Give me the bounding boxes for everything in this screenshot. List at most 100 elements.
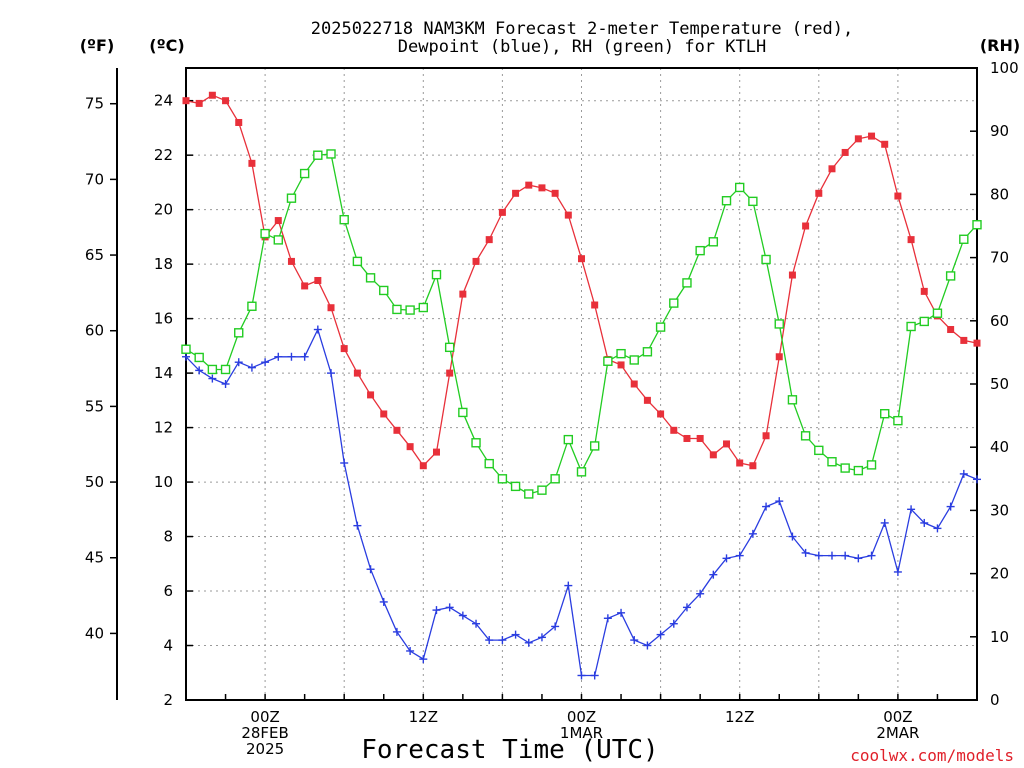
celsius-tick-label: 2 [163,691,173,709]
rh-point [721,196,732,206]
dewpoint-point [603,614,612,623]
celsius-tick-label: 10 [154,473,173,491]
temperature-point [947,326,955,334]
temperature-point [788,271,796,279]
rh-point [471,438,481,448]
dewpoint-point [300,352,309,361]
dewpoint-point [551,622,560,631]
rh-point [352,256,363,267]
fahrenheit-tick-label: 45 [85,549,104,567]
dewpoint-point [735,551,744,560]
tick-labels: 2468101214161820222401020304050607080901… [85,59,1019,758]
rh-point [959,234,969,244]
dewpoint-point [748,529,757,538]
temperature-point [538,184,546,192]
dewpoint-point [973,475,981,484]
temperature-point [815,189,823,197]
grid-lines [186,68,977,700]
dewpoint-point [524,638,533,647]
temperature-point [525,181,533,189]
celsius-tick-label: 8 [163,528,173,546]
rh-point [774,319,784,329]
rh-point [181,344,191,354]
rh-point [405,305,415,315]
rh-tick-label: 20 [990,565,1009,583]
dewpoint-point [709,570,718,579]
rh-point [365,273,376,283]
rh-tick-label: 80 [990,185,1009,203]
dewpoint-point [274,352,283,361]
rh-point [444,342,455,353]
dewpoint-point [458,611,467,620]
dewpoint-point [696,589,705,598]
rh-point [220,364,231,375]
dewpoint-point [498,636,507,645]
rh-tick-label: 100 [990,59,1019,77]
dewpoint-point [867,551,876,560]
fahrenheit-tick-label: 55 [85,397,104,415]
x-tick-label: 00Z [567,708,596,726]
temperature-point [327,304,335,312]
rh-point [800,431,811,441]
temperature-point [314,276,322,284]
dewpoint-point [287,352,296,361]
rh-point [379,285,389,296]
temperature-point [301,282,309,290]
chart-title-line2: Dewpoint (blue), RH (green) for KTLH [398,37,766,57]
dewpoint-point [946,502,955,511]
rh-tick-label: 0 [990,691,1000,709]
rh-point [418,302,428,313]
dewpoint-point [669,619,678,628]
temperature-point [498,208,506,216]
rh-point [299,168,310,179]
dewpoint-point [814,551,823,560]
temperature-point [973,339,981,347]
temperature-point [683,434,691,442]
credit-link[interactable]: coolwx.com/models [850,746,1014,765]
rh-point [524,489,534,499]
temperature-point [907,236,915,244]
temperature-point [670,426,678,434]
rh-point [893,415,903,426]
rh-point [510,481,521,492]
dewpoint-point [854,554,863,563]
temperature-point [775,353,783,361]
rh-point [735,182,745,193]
rh-point [853,465,864,476]
temperature-point [485,236,493,244]
rh-point [589,441,600,451]
temperature-point [472,257,480,265]
rh-point [339,214,349,225]
dewpoint-point [775,497,784,506]
rh-point [682,278,692,288]
rh-point [326,149,336,159]
temperature-point [591,301,599,309]
dewpoint-point [208,374,217,383]
temperature-point [195,99,203,107]
chart-title-line1: 2025022718 NAM3KM Forecast 2-meter Tempe… [311,19,853,39]
temperature-point [960,336,968,344]
rh-unit-label: (RH) [980,36,1020,55]
temperature-point [208,91,216,99]
dewpoint-point [485,636,494,645]
temperature-point [630,380,638,388]
dewpoint-point [379,597,388,606]
dewpoint-point [472,619,481,628]
temperature-point [380,410,388,418]
rh-point [919,316,929,327]
dewpoint-point [933,524,942,533]
temperature-point [828,165,836,173]
dewpoint-point [247,363,256,372]
rh-point [669,298,679,308]
celsius-tick-label: 6 [163,582,173,600]
rh-point [576,467,587,477]
x-tick-label: 1MAR [560,724,603,742]
rh-point [207,364,218,375]
rh-point [484,458,494,469]
celsius-tick-label: 24 [154,92,173,110]
fahrenheit-tick-label: 50 [85,473,104,491]
temperature-point [459,290,467,298]
rh-point [431,269,442,280]
temperature-point [367,391,375,399]
